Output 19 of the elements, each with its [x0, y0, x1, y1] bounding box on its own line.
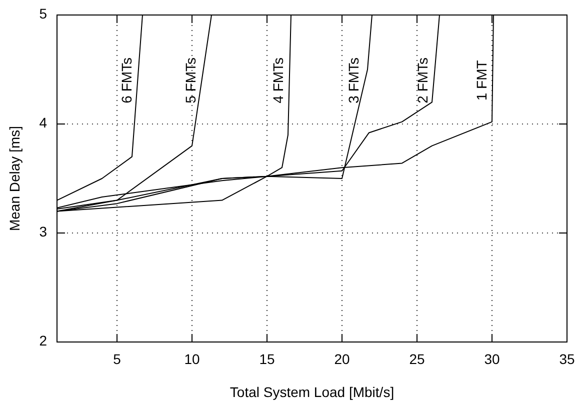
- x-tick-label: 10: [184, 351, 200, 367]
- text: 5 FMTs: [182, 57, 198, 104]
- y-tick-label: 4: [39, 114, 48, 131]
- text: 2 FMTs: [414, 57, 431, 104]
- x-axis-title: Total System Load [Mbit/s]: [230, 384, 394, 400]
- text: 3 FMTs: [346, 57, 362, 104]
- x-tick-label: 25: [409, 351, 425, 367]
- y-tick-label: 2: [39, 332, 48, 349]
- x-tick-label: 20: [334, 351, 350, 367]
- x-tick-label: 15: [259, 351, 275, 367]
- y-tick-label: 5: [39, 6, 48, 22]
- x-tick-label: 5: [113, 351, 122, 367]
- y-axis-title: Mean Delay [ms]: [6, 126, 23, 232]
- y-tick-label: 3: [39, 224, 48, 240]
- text: 1 FMT: [473, 60, 490, 101]
- x-tick-label: 35: [559, 351, 575, 367]
- text: 6 FMTs: [118, 57, 134, 104]
- text: 4 FMTs: [270, 57, 286, 104]
- x-tick-label: 30: [484, 351, 500, 367]
